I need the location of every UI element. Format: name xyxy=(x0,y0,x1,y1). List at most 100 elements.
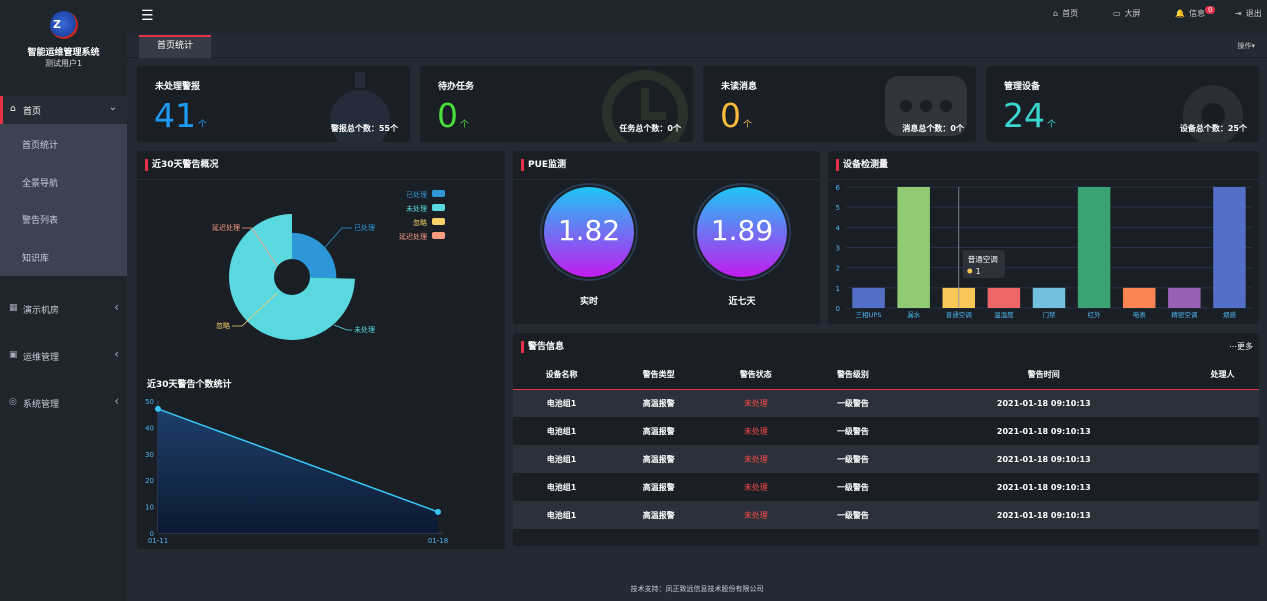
stat-total: 设备总个数：25个 xyxy=(1179,124,1247,133)
bar xyxy=(1077,187,1111,308)
table-cell: 高温报警 xyxy=(642,426,675,436)
y-tick-label: 10 xyxy=(145,504,154,512)
topbar: ☰ ⌂ 首页 ▭ 大屏 🔔 信息 0 ⇥ 退出 xyxy=(127,0,1267,33)
rose-label: 忽略 xyxy=(216,321,230,330)
legend-label: 忽略 xyxy=(413,218,427,227)
system-name: 智能运维管理系统 xyxy=(27,48,100,58)
stat-title: 管理设备 xyxy=(1004,82,1041,92)
table-cell xyxy=(1186,389,1259,417)
logo-area: Z 智能运维管理系统 测试用户1 xyxy=(0,0,127,84)
panel-pue: PUE监测 1.82 1.89 实时 近七天 xyxy=(513,151,820,324)
monitor-icon: ▣ xyxy=(9,350,18,360)
y-tick-label: 1 xyxy=(836,285,840,293)
table-cell: 高温报警 xyxy=(642,398,675,408)
panel-alarm-info: 警告信息 ⋯更多 设备名称 警告类型 警告状态 警告级别 警告时间 处理人 电池… xyxy=(513,333,1259,546)
stat-total: 警报总个数：55个 xyxy=(330,124,398,133)
table-cell: 2021-01-18 09:10:13 xyxy=(996,482,1091,492)
y-tick-label: 4 xyxy=(836,224,841,232)
table-row[interactable]: 电池组1 高温报警 未处理 一级警告 2021-01-18 09:10:13 xyxy=(513,473,1259,501)
submenu-item-home-stats[interactable]: 首页统计 xyxy=(22,141,59,151)
table-cell: 一级警告 xyxy=(836,510,869,520)
nav-system[interactable]: ◎ 系统管理 ‹ xyxy=(0,394,127,414)
stat-title: 待办任务 xyxy=(438,82,475,92)
pue-realtime-circle xyxy=(544,187,634,277)
divider xyxy=(513,179,820,180)
stat-value: 41 个 xyxy=(154,96,207,135)
x-tick-label: 01-18 xyxy=(428,537,448,545)
table-cell: 未处理 xyxy=(743,454,768,464)
nav-demo-room-label: 演示机房 xyxy=(23,306,60,316)
stat-total: 消息总个数：0个 xyxy=(902,124,964,133)
stat-number: 0 xyxy=(437,96,458,135)
table-cell: 2021-01-18 09:10:13 xyxy=(996,510,1091,520)
table-row[interactable]: 电池组1 高温报警 未处理 一级警告 2021-01-18 09:10:13 xyxy=(513,501,1259,529)
current-user: 测试用户1 xyxy=(44,59,83,68)
alarm-icon xyxy=(330,72,390,142)
bar xyxy=(1122,287,1156,308)
pue-realtime-value: 1.82 xyxy=(557,214,621,247)
panel-alarm-overview: 近30天警告概况 已处理 未处理 忽略 延迟处理 已处理 未处理 忽略 延迟处理 近30天警告… xyxy=(137,151,505,549)
submenu-item-panorama[interactable]: 全景导航 xyxy=(22,179,59,189)
tab-home-stats[interactable]: 首页统计 xyxy=(139,35,211,58)
top-bigscreen-link[interactable]: ▭ 大屏 xyxy=(1113,8,1141,19)
stat-unit: 个 xyxy=(743,120,753,130)
table-cell: 电池组1 xyxy=(546,510,577,520)
rose-label-line xyxy=(232,292,278,327)
table-header-row: 设备名称 警告类型 警告状态 警告级别 警告时间 处理人 xyxy=(513,361,1259,389)
panel-title: 近30天警告概况 xyxy=(145,159,219,171)
nav-home[interactable]: ⌂ 首页 ⌄ xyxy=(0,96,127,124)
panel-title: PUE监测 xyxy=(521,159,566,171)
y-tick-label: 0 xyxy=(836,305,840,313)
submenu-item-alarm-list[interactable]: 警告列表 xyxy=(22,216,59,226)
y-tick-label: 0 xyxy=(150,530,154,538)
top-logout-link[interactable]: ⇥ 退出 xyxy=(1235,8,1262,19)
legend-label: 未处理 xyxy=(406,204,427,213)
nav-ops-label: 运维管理 xyxy=(23,353,60,363)
table-row[interactable]: 电池组1 高温报警 未处理 一级警告 2021-01-18 09:10:13 xyxy=(513,445,1259,473)
table-row[interactable]: 电池组1 高温报警 未处理 一级警告 2021-01-18 09:10:13 xyxy=(513,417,1259,445)
x-tick-label: 温湿度 xyxy=(994,310,1014,319)
table-cell: 电池组1 xyxy=(546,482,577,492)
col-device: 设备名称 xyxy=(545,370,578,380)
table-cell: 一级警告 xyxy=(836,398,869,408)
top-message-link[interactable]: 🔔 信息 0 xyxy=(1175,6,1216,19)
pue-week-label: 近七天 xyxy=(728,297,756,307)
stat-title: 未处理警报 xyxy=(155,82,201,92)
col-handler: 处理人 xyxy=(1210,370,1235,380)
footer: 技术支持：凤正致远信息技术股份有限公司 xyxy=(127,578,1267,601)
panel-title: 设备检测量 xyxy=(836,159,888,171)
table-cell xyxy=(1186,473,1259,501)
submenu-item-knowledge[interactable]: 知识库 xyxy=(22,254,50,264)
x-tick-label: 01-11 xyxy=(148,537,168,545)
rose-label-line xyxy=(242,227,278,267)
table-cell: 电池组1 xyxy=(546,426,577,436)
table-row[interactable]: 电池组1 高温报警 未处理 一级警告 2021-01-18 09:10:13 xyxy=(513,389,1259,417)
table-cell: 高温报警 xyxy=(642,510,675,520)
tooltip-title: 普通空调 xyxy=(968,254,998,264)
operations-dropdown[interactable]: 操作▾ xyxy=(1237,42,1255,50)
legend-swatch xyxy=(432,232,445,239)
sidebar: Z 智能运维管理系统 测试用户1 ⌂ 首页 ⌄ 首页统计 全景导航 警告列表 知… xyxy=(0,0,127,601)
legend-label: 已处理 xyxy=(406,190,427,199)
more-link[interactable]: ⋯更多 xyxy=(1229,342,1253,351)
stat-unit: 个 xyxy=(460,120,470,130)
nav-demo-room[interactable]: ▦ 演示机房 ‹ xyxy=(0,300,127,320)
divider xyxy=(137,179,505,180)
home-icon: ⌂ xyxy=(1053,9,1059,18)
table-cell: 2021-01-18 09:10:13 xyxy=(996,426,1091,436)
nav-ops[interactable]: ▣ 运维管理 ‹ xyxy=(0,347,127,367)
col-level: 警告级别 xyxy=(836,370,869,380)
top-home-link[interactable]: ⌂ 首页 xyxy=(1053,8,1078,19)
table-cell: 一级警告 xyxy=(836,482,869,492)
legend-swatch xyxy=(432,204,445,211)
alarm-table: 设备名称 警告类型 警告状态 警告级别 警告时间 处理人 电池组1 高温报警 未处理… xyxy=(513,361,1259,529)
grid-icon: ▦ xyxy=(9,303,18,313)
message-badge: 0 xyxy=(1204,6,1216,14)
menu-toggle-icon[interactable]: ☰ xyxy=(141,8,154,24)
legend-swatch xyxy=(432,190,445,197)
settings-icon: ◎ xyxy=(9,397,17,407)
